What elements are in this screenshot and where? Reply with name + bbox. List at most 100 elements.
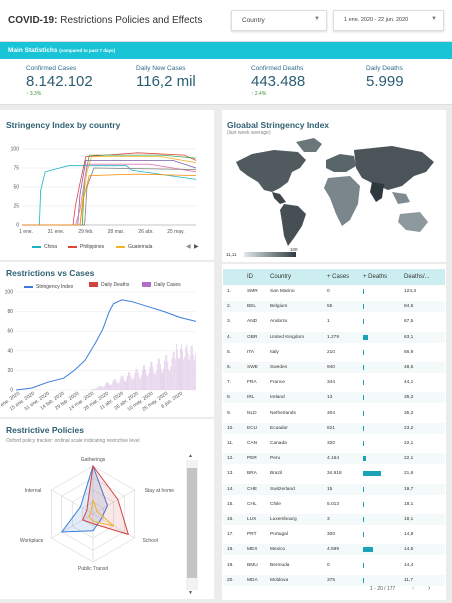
legend-stringency-index: Stringency Index [24, 284, 73, 290]
row-country: Brazil [270, 471, 282, 477]
daily-cases-bar [132, 380, 134, 390]
row-id: NLD [247, 410, 257, 416]
header-cases[interactable]: + Cases [327, 274, 350, 280]
policies-scrollbar[interactable] [186, 460, 198, 590]
legend-pager-left-icon[interactable]: ◀ [186, 244, 191, 250]
row-id: SMR [247, 289, 258, 294]
table-row[interactable]: 8. IRL Ireland 13 35,2 [223, 392, 445, 404]
row-cases: 940 [327, 365, 336, 370]
table-row[interactable]: 1. SMR San Marino 0 124,3 [223, 286, 445, 297]
daily-cases-bar [170, 366, 172, 390]
y-tick-label: 0 [10, 388, 13, 394]
daily-cases-bar [157, 358, 159, 390]
daily-cases-bar [178, 358, 179, 390]
daily-cases-bar [115, 380, 117, 390]
daily-cases-bar [166, 355, 168, 390]
scroll-up-icon[interactable]: ▲ [188, 453, 193, 459]
daily-cases-bar [95, 388, 97, 390]
table-row[interactable]: 18. MEX Mexico 4.599 14,5 [223, 544, 445, 556]
stats-label-note: (compared to past 7 days) [59, 48, 116, 53]
table-row[interactable]: 20. MDA Moldova 375 11,7 [223, 574, 445, 586]
deaths-bar [363, 577, 364, 583]
header-deaths-rate[interactable]: Deaths/... [404, 274, 430, 280]
legend-pager-right-icon[interactable]: ▶ [194, 244, 199, 250]
row-cases: 320 [327, 441, 336, 446]
x-tick-label: 29 feb. [78, 229, 93, 235]
x-tick-label: 26 abr. [138, 229, 153, 235]
row-cases: 1 [327, 319, 330, 325]
kpi-label: Confirmed Cases [26, 65, 77, 72]
row-country: Andorra [270, 319, 288, 325]
daily-cases-bar [169, 371, 171, 390]
table-row[interactable]: 15. CHL Chile 5.013 18,1 [223, 499, 445, 510]
daily-cases-bar [102, 387, 104, 390]
x-tick-label: 31 ene. [48, 229, 65, 235]
table-row[interactable]: 11. CAN Canada 320 22,1 [223, 438, 445, 449]
region-asia [354, 146, 434, 190]
country-series-line [22, 167, 197, 226]
row-country: Moldova [270, 577, 289, 583]
y-tick-label: 100 [11, 147, 20, 153]
stringency-title: Stringency Index by country [6, 120, 121, 130]
table-row[interactable]: 13. BRA Brazil 34.918 21,6 [223, 468, 445, 479]
row-id: SWE [247, 365, 258, 370]
daily-cases-bar [181, 344, 182, 390]
row-number: 7. [227, 380, 232, 386]
daily-cases-bar [149, 366, 151, 390]
table-row[interactable]: 4. GBR United Kingdom 1.279 63,1 [223, 331, 445, 343]
deaths-bar [363, 349, 364, 355]
daily-cases-bar [167, 361, 169, 390]
table-row[interactable]: 12. PER Peru 4.164 22,1 [223, 453, 445, 465]
row-cases: 0 [327, 562, 330, 568]
prev-page-icon[interactable]: ‹ [412, 585, 415, 592]
deaths-bar [363, 441, 364, 446]
stringency-chart: 0 25 50 75 100 1 ene. 31 ene. 29 feb. 28 mar. 26 … [11, 147, 197, 235]
row-number: 20. [227, 577, 234, 583]
row-rate: 124,3 [404, 289, 417, 294]
row-id: CAN [247, 441, 258, 446]
kpi-delta: ↑ 3.3% [26, 91, 42, 97]
row-number: 17. [227, 532, 234, 538]
date-range-picker[interactable]: 1 ene. 2020 - 22 jun. 2020 ▼ [333, 10, 444, 31]
header-id[interactable]: ID [247, 274, 253, 280]
y-tick-label: 100 [5, 290, 14, 296]
daily-cases-bar [112, 381, 114, 390]
daily-cases-bar [110, 385, 111, 390]
daily-cases-bar [111, 384, 113, 390]
row-cases: 4.164 [327, 456, 340, 462]
table-row[interactable]: 2. BEL Belgium 55 84,6 [223, 301, 445, 313]
daily-cases-bar [99, 385, 101, 390]
daily-cases-bar [118, 382, 120, 390]
legend-china: China [32, 244, 57, 250]
y-tick-label: 50 [13, 185, 19, 191]
daily-cases-bar [152, 366, 154, 390]
next-page-icon[interactable]: › [428, 585, 431, 592]
kpi-value: 8.142.102 [26, 73, 93, 90]
daily-cases-bar [133, 377, 135, 390]
table-row[interactable]: 7. FRA France 344 44,1 [223, 377, 445, 388]
deaths-bar [363, 289, 364, 294]
radar-axis-label: School [143, 538, 158, 544]
table-row[interactable]: 3. AND Andorra 1 67,5 [223, 316, 445, 327]
table-row[interactable]: 19. BMU Bermuda 0 14,4 [223, 560, 445, 571]
table-row[interactable]: 6. SWE Sweden 940 48,5 [223, 362, 445, 373]
row-number: 1. [227, 289, 232, 294]
table-row[interactable]: 14. CHE Switzerland 15 19,7 [223, 483, 445, 495]
table-row[interactable]: 9. NLD Netherlands 304 35,2 [223, 408, 445, 419]
country-dropdown[interactable]: Country ▼ [231, 10, 327, 31]
daily-cases-bar [109, 384, 110, 390]
table-row[interactable]: 5. ITA Italy 210 56,9 [223, 347, 445, 358]
daily-cases-bar [164, 360, 165, 390]
world-map[interactable] [222, 110, 446, 262]
table-row[interactable]: 17. PRT Portugal 300 14,8 [223, 529, 445, 540]
header-deaths[interactable]: + Deaths [363, 274, 388, 280]
daily-cases-bar [135, 368, 137, 390]
daily-cases-bar [189, 355, 191, 390]
scrollbar-thumb[interactable] [187, 468, 197, 578]
row-country: Sweden [270, 365, 288, 370]
table-row[interactable]: 10. ECU Ecuador 621 23,2 [223, 422, 445, 434]
header-country[interactable]: Country [270, 274, 292, 280]
daily-cases-bar [121, 375, 123, 390]
scroll-down-icon[interactable]: ▼ [188, 590, 193, 596]
table-row[interactable]: 16. LUX Luxembourg 3 18,1 [223, 514, 445, 525]
